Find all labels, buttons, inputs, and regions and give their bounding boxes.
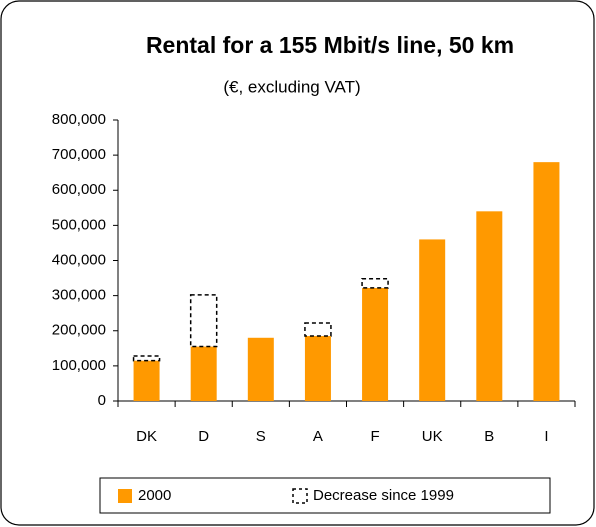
decrease-bar (304, 322, 332, 337)
bar (133, 360, 160, 401)
y-tick-label: 300,000 (52, 287, 106, 304)
legend (99, 477, 551, 514)
y-tick-label: 600,000 (52, 181, 106, 198)
x-tick-label: S (256, 428, 266, 445)
legend-label: Decrease since 1999 (313, 487, 454, 504)
x-tick-label: B (484, 428, 494, 445)
x-tick-label: UK (422, 428, 443, 445)
y-tick-label: 400,000 (52, 251, 106, 268)
legend-swatch (292, 488, 308, 504)
x-tick-label: A (313, 428, 323, 445)
chart-subtitle: (€, excluding VAT) (223, 77, 360, 96)
legend-swatch (118, 489, 132, 503)
bar (304, 336, 331, 401)
legend-label: 2000 (138, 487, 171, 504)
bar (362, 287, 389, 401)
y-tick-label: 200,000 (52, 322, 106, 339)
y-tick-label: 800,000 (52, 111, 106, 128)
x-tick-label: DK (136, 428, 157, 445)
y-tick-label: 0 (98, 392, 106, 409)
x-tick-label: D (198, 428, 209, 445)
bar (190, 346, 217, 401)
decrease-bar (189, 294, 218, 348)
bar (247, 337, 274, 401)
chart-title: Rental for a 155 Mbit/s line, 50 km (146, 32, 514, 58)
x-tick-label: F (370, 428, 379, 445)
x-tick-label: I (544, 428, 548, 445)
decrease-bar (361, 278, 389, 289)
y-tick-label: 100,000 (52, 357, 106, 374)
y-tick-label: 700,000 (52, 146, 106, 163)
y-tick-label: 500,000 (52, 216, 106, 233)
bar (533, 162, 560, 401)
bar (476, 211, 503, 401)
decrease-bar (132, 355, 161, 362)
bar (419, 239, 446, 401)
